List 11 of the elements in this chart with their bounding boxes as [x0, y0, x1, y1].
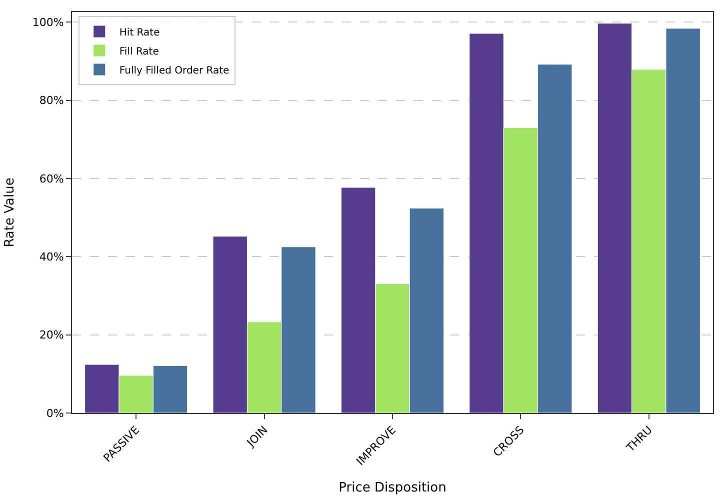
y-tick-label: 0% — [46, 406, 64, 420]
y-tick-label: 40% — [39, 250, 64, 264]
legend-label: Fully Filled Order Rate — [119, 65, 230, 76]
legend-label: Fill Rate — [119, 46, 159, 58]
legend-label: Hit Rate — [119, 27, 160, 38]
y-tick-label: 100% — [32, 16, 64, 30]
y-tick-label: 20% — [39, 328, 64, 342]
y-tick-label: 80% — [39, 94, 64, 108]
x-axis-title: Price Disposition — [338, 480, 446, 496]
y-axis-title: Rate Value — [2, 178, 18, 248]
y-tick-label: 60% — [39, 172, 64, 186]
